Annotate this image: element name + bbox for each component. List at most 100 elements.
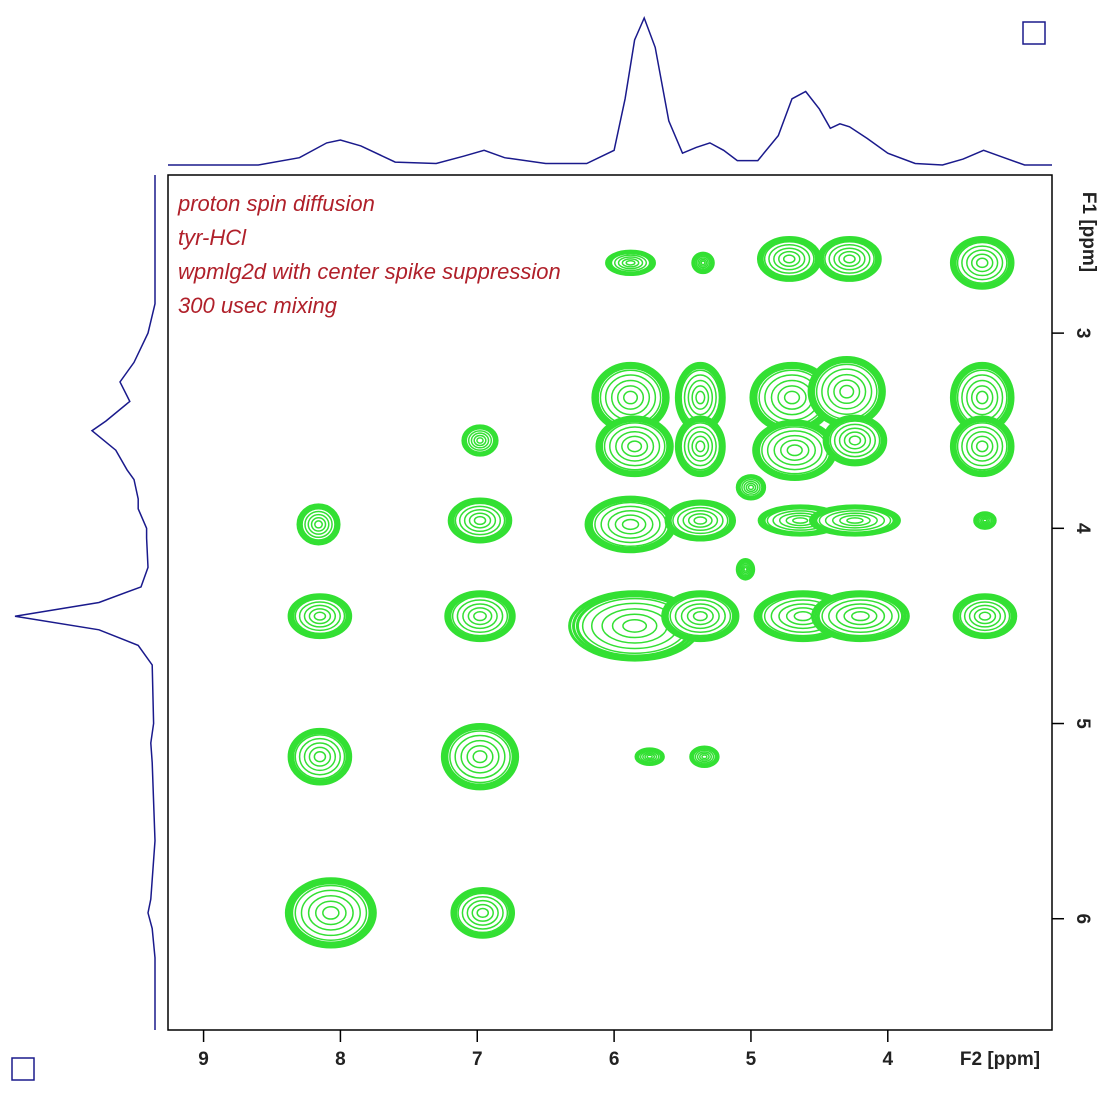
peak-contour: [737, 475, 765, 500]
peak-contour: [687, 379, 714, 416]
peak-contour: [695, 440, 706, 453]
peak-contour: [747, 484, 755, 491]
peak-contour: [454, 502, 506, 539]
peak-contour: [668, 501, 732, 540]
peak-contour: [616, 385, 645, 410]
peak-contour: [963, 601, 1007, 632]
peak-contour: [693, 516, 708, 525]
peak-contour-outer: [811, 590, 910, 643]
peak-contour: [978, 611, 992, 621]
peak-contour: [694, 254, 713, 272]
peak-contour: [692, 748, 717, 766]
top-projection: [168, 16, 1052, 166]
peak-contour: [740, 563, 751, 575]
peak-contour: [291, 595, 349, 637]
peak-contour: [741, 565, 750, 574]
peak-contour: [448, 593, 512, 640]
peak-contour: [600, 419, 670, 474]
peak-contour: [843, 431, 867, 450]
peak-contour: [682, 510, 719, 532]
peak-contour: [627, 440, 643, 453]
peak-contour: [814, 506, 896, 535]
peak-contour: [691, 385, 710, 410]
peak-contour: [617, 256, 644, 270]
peak-contour: [970, 253, 994, 273]
peak-contour: [314, 900, 347, 926]
peak-contour: [692, 252, 714, 273]
peak-contour: [603, 422, 666, 471]
x-tick-label: 6: [609, 1049, 620, 1070]
peak-contour: [699, 752, 710, 761]
peak-contour: [839, 384, 855, 399]
peak-contour: [607, 510, 654, 539]
peak-contour: [676, 506, 724, 535]
peak-contour: [833, 423, 877, 458]
peak-contour: [472, 750, 488, 764]
peak-contour: [694, 749, 715, 764]
peak-contour: [953, 419, 1011, 474]
peak-contour: [476, 907, 490, 919]
peak-contour: [445, 726, 515, 787]
peak-contour: [966, 249, 999, 277]
peak-contour: [458, 505, 502, 536]
peak-contour: [700, 260, 706, 266]
x-tick-label: 8: [335, 1049, 346, 1070]
peak-contour: [463, 509, 497, 532]
y-tick-label: 3: [1072, 328, 1093, 339]
peak-contour: [294, 734, 346, 780]
peak-contour: [959, 598, 1011, 635]
peak-contour: [621, 518, 640, 531]
peak-contour: [833, 247, 866, 271]
peak-contour: [824, 241, 875, 277]
peak-contour: [821, 368, 873, 415]
peak-contour: [672, 504, 729, 537]
y-axis-label: F1 [ppm]: [1078, 192, 1099, 272]
peak-contour: [820, 238, 879, 280]
peak-contour: [782, 254, 796, 264]
peak-contour: [838, 427, 872, 454]
peak-contour: [457, 892, 509, 934]
peak-contour: [314, 520, 323, 529]
peak-contour: [298, 601, 341, 632]
peak-contour: [768, 244, 811, 274]
peak-contour: [683, 426, 717, 467]
peak-contour: [687, 513, 713, 528]
peak-contour: [621, 258, 640, 268]
peak-contour: [831, 512, 878, 529]
peak-contour: [773, 247, 806, 271]
peak-contour: [953, 239, 1011, 287]
peak-contour: [454, 889, 512, 936]
peak-contour: [739, 562, 752, 577]
left-projection: [14, 175, 156, 1030]
peak-contour: [980, 517, 990, 524]
peak-contour: [610, 379, 651, 416]
peak-contour: [473, 515, 487, 526]
peak-contour: [843, 607, 878, 626]
peak-contour: [462, 603, 498, 630]
peak-contour: [686, 607, 714, 626]
peak-contour: [739, 477, 763, 498]
peak-contour: [973, 608, 997, 625]
peak-contour: [301, 508, 336, 541]
peak-contour: [300, 889, 361, 937]
peak-contour: [471, 903, 494, 922]
peak-contour: [308, 608, 332, 625]
peak-contour: [294, 598, 346, 635]
peak-contour-outer: [949, 235, 1015, 290]
peak-contour: [621, 435, 649, 458]
peak-contour: [818, 508, 892, 533]
peak-contour: [467, 430, 493, 451]
peak-contour: [625, 259, 636, 266]
peak-contour: [642, 752, 658, 762]
annotation: proton spin diffusion: [177, 191, 375, 216]
peak-contour: [835, 603, 886, 630]
peak-contour: [956, 422, 1008, 471]
peak-contour: [975, 513, 994, 528]
peak-contour: [690, 746, 718, 767]
peak-contour: [829, 420, 881, 461]
peak-contour-outer: [752, 419, 838, 482]
peak-contour: [470, 432, 490, 449]
peak-contour: [701, 754, 708, 760]
peak-contour: [780, 439, 810, 461]
peak-contour: [773, 434, 817, 466]
